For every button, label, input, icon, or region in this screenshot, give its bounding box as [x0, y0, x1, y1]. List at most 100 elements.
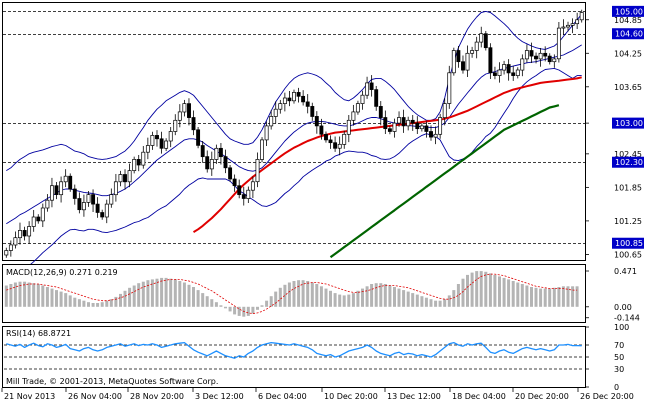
macd-bar: [91, 303, 95, 307]
candle-body: [269, 116, 274, 127]
macd-bar: [141, 281, 145, 307]
macd-bar: [479, 271, 483, 307]
candle-body: [8, 244, 13, 251]
macd-bar: [406, 291, 410, 307]
rsi-panel: 100 70 50 30 0 RSI(14) 68.8721 Mill Trade, ©…: [2, 323, 629, 392]
macd-bar: [329, 290, 332, 307]
price-tick-label: 100.65: [614, 250, 642, 259]
price-level-tag: [612, 28, 644, 40]
macd-bar: [41, 285, 45, 307]
candle-body: [223, 156, 228, 169]
macd-bar: [187, 284, 191, 307]
price-level-tag-label: 102.30: [615, 158, 643, 167]
price-tick-label: 101.85: [614, 183, 642, 192]
macd-bar: [388, 285, 392, 307]
candle-body: [556, 27, 561, 60]
macd-bar: [260, 305, 264, 307]
candle-body: [292, 92, 296, 102]
price-level-tag-label: 105.00: [615, 7, 643, 16]
candle-body: [260, 139, 264, 160]
candle-body: [228, 167, 233, 180]
candle-body: [429, 131, 433, 138]
macd-bar: [297, 280, 301, 307]
macd-bar: [119, 293, 122, 307]
macd-bar: [182, 282, 186, 307]
candle-body: [538, 52, 543, 60]
macd-bar: [201, 293, 205, 307]
candle-body: [447, 72, 452, 104]
price-tick-label: 103.65: [614, 83, 642, 92]
candle-body: [95, 203, 100, 213]
macd-bar: [228, 306, 232, 312]
macd-panel: 0.471 0.00 -0.144 MACD(12,26,9) 0.271 0.21…: [2, 264, 640, 323]
candle-body: [397, 117, 401, 124]
candle-body: [155, 135, 159, 140]
candle-body: [378, 106, 383, 118]
candle-body: [177, 111, 182, 121]
candle-body: [506, 64, 511, 74]
macd-bar: [256, 306, 259, 310]
macd-bar: [315, 284, 319, 307]
bollinger-bands: [6, 10, 583, 278]
macd-bar: [169, 278, 173, 307]
macd-bar: [539, 288, 543, 307]
candle-body: [438, 117, 443, 135]
macd-bar: [429, 299, 433, 307]
macd-bar: [287, 282, 291, 307]
price-level-tag-label: 100.85: [615, 239, 643, 248]
candle-body: [415, 122, 420, 130]
bollinger-upper-line: [6, 10, 583, 171]
macd-bar: [178, 281, 182, 307]
candle-body: [159, 138, 164, 149]
candle-body: [68, 175, 73, 190]
bollinger-lower-line: [6, 67, 582, 278]
macd-bar: [342, 295, 346, 307]
time-tick-label: 6 Dec 04:00: [258, 392, 307, 400]
macd-bar: [571, 286, 575, 307]
price-axis: 104.85 104.25 103.65 103.00 102.45 101.85 101.…: [585, 16, 642, 259]
candle-body: [214, 147, 219, 160]
rsi-tick-label: 0: [614, 383, 619, 392]
macd-tick-label: -0.144: [614, 314, 640, 323]
candle-body: [150, 135, 155, 146]
candle-body: [355, 103, 360, 113]
candle-body: [81, 202, 86, 211]
time-tick-label: 26 Dec 20:00: [580, 392, 634, 400]
candle-body: [520, 58, 525, 71]
macd-bar: [306, 281, 310, 307]
candle-body: [524, 50, 529, 60]
macd-bar: [351, 293, 355, 307]
candle-body: [360, 94, 365, 104]
candle-body: [264, 125, 269, 141]
macd-bar: [534, 287, 538, 307]
macd-bar: [319, 286, 323, 307]
price-tick-label: 101.25: [614, 217, 642, 226]
candle-body: [109, 194, 114, 205]
rsi-axis: 100 70 50 30 0: [585, 323, 629, 392]
macd-bar: [456, 284, 460, 307]
candle-body: [182, 103, 187, 113]
candle-body: [383, 117, 388, 130]
candle-body: [575, 19, 580, 25]
macd-bar: [173, 279, 177, 307]
candle-body: [483, 33, 488, 49]
macd-bar: [361, 288, 364, 307]
candle-body: [488, 47, 493, 74]
macd-bar: [137, 283, 141, 307]
candle-body: [241, 194, 246, 199]
price-panel: 104.85 104.25 103.65 103.00 102.45 101.85 101.…: [2, 2, 644, 278]
candle-body: [127, 170, 132, 183]
candle-body: [63, 175, 68, 183]
candle-body: [104, 203, 109, 218]
macd-bar: [575, 286, 579, 307]
rsi-path: [6, 341, 582, 359]
macd-bar: [82, 300, 86, 307]
candle-body: [59, 181, 64, 196]
candle-body: [346, 119, 351, 135]
candle-body: [282, 97, 287, 104]
time-tick-label: 28 Nov 20:00: [130, 392, 184, 400]
candle-body: [547, 55, 552, 63]
candle-body: [200, 145, 205, 158]
moving-average-green: [329, 104, 560, 259]
candle-body: [314, 116, 319, 127]
